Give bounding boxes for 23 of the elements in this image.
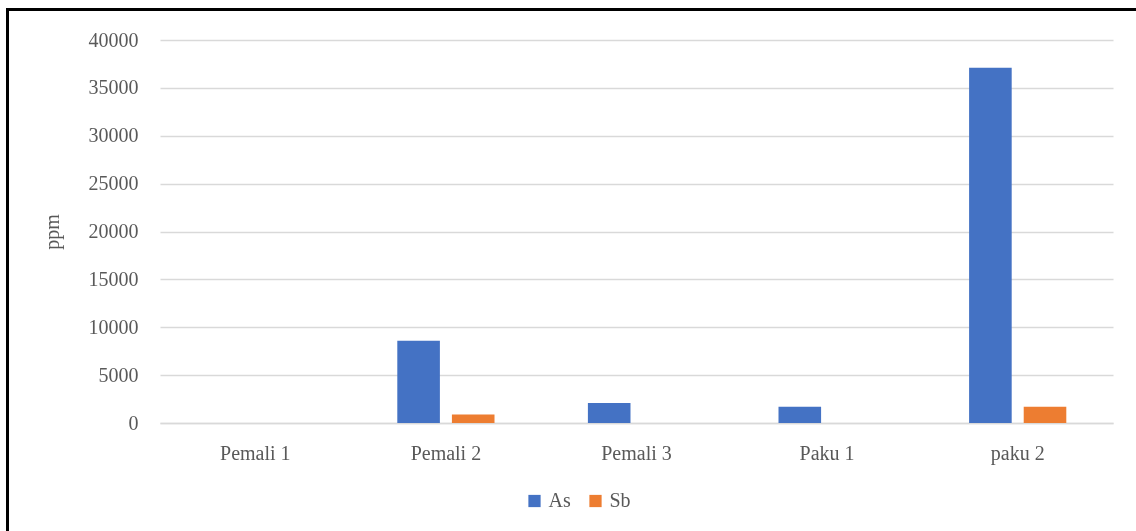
y-tick-label: 0 (128, 411, 139, 434)
y-tick-label: 20000 (88, 220, 139, 242)
x-tick-label: paku 2 (990, 441, 1045, 465)
legend-label: As (548, 489, 571, 511)
y-tick-label: 40000 (88, 28, 139, 51)
y-tick-label: 35000 (88, 76, 139, 99)
y-tick-label: 10000 (88, 315, 139, 338)
y-tick-label: 25000 (88, 172, 139, 195)
bar (969, 67, 1012, 423)
bar (451, 414, 495, 423)
x-tick-label: Pemali 2 (410, 441, 482, 464)
legend-label: Sb (609, 489, 631, 511)
bar (778, 406, 822, 423)
x-tick-label: Pemali 3 (601, 441, 672, 464)
x-tick-label: Pemali 1 (220, 441, 291, 464)
y-tick-label: 15000 (88, 267, 139, 290)
bar (587, 402, 631, 423)
y-tick-label: 30000 (88, 124, 139, 147)
y-tick-label: 5000 (98, 363, 139, 386)
x-tick-label: Paku 1 (799, 441, 855, 464)
bar (397, 340, 440, 423)
y-axis-title: ppm (40, 213, 64, 250)
bar (1023, 406, 1067, 423)
